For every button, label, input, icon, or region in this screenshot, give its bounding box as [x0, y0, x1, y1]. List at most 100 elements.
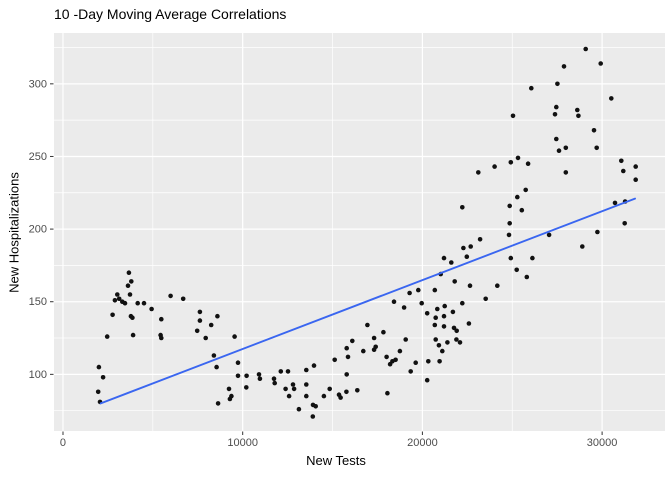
- data-point: [529, 85, 534, 91]
- data-point: [530, 255, 535, 261]
- x-tick-label: 20000: [407, 437, 438, 449]
- y-tick-label: 100: [29, 369, 47, 381]
- data-point: [510, 113, 516, 119]
- data-point: [594, 145, 599, 151]
- data-point: [226, 386, 232, 392]
- y-tick-label: 200: [29, 224, 47, 236]
- data-point: [432, 287, 438, 293]
- data-point: [95, 389, 101, 395]
- data-point: [495, 283, 500, 289]
- data-point: [424, 377, 430, 383]
- data-point: [116, 296, 122, 302]
- data-point: [508, 160, 514, 165]
- chart-title: 10 -Day Moving Average Correlations: [54, 6, 287, 22]
- data-point: [197, 309, 203, 315]
- data-point: [296, 406, 302, 412]
- data-point: [214, 364, 219, 370]
- data-point: [285, 369, 291, 374]
- data-point: [506, 232, 512, 238]
- data-point: [436, 343, 442, 348]
- data-point: [215, 313, 220, 319]
- data-point: [130, 315, 135, 321]
- data-point: [232, 334, 237, 339]
- data-point: [563, 145, 569, 151]
- data-point: [387, 361, 393, 367]
- data-point: [283, 386, 288, 392]
- data-point: [483, 296, 489, 302]
- data-point: [408, 369, 414, 374]
- data-point: [441, 324, 447, 329]
- data-point: [457, 340, 463, 345]
- plot-panel: [54, 33, 665, 431]
- data-point: [344, 372, 350, 377]
- data-point: [554, 104, 559, 110]
- data-point: [327, 386, 333, 392]
- data-point: [310, 414, 316, 419]
- data-point: [321, 393, 327, 399]
- data-point: [435, 306, 440, 312]
- data-point: [401, 305, 407, 310]
- data-point: [393, 357, 398, 363]
- data-point: [125, 283, 131, 289]
- data-point: [583, 46, 588, 52]
- data-point: [507, 221, 512, 226]
- data-point: [507, 203, 512, 209]
- data-point: [194, 328, 200, 334]
- x-tick-label: 30000: [587, 437, 618, 449]
- data-point: [426, 359, 431, 364]
- y-tick-label: 300: [29, 78, 47, 90]
- data-point: [130, 332, 136, 338]
- data-point: [598, 61, 603, 66]
- x-tick-label: 10000: [227, 437, 258, 449]
- data-point: [159, 316, 164, 322]
- data-point: [440, 348, 445, 354]
- data-point: [344, 345, 350, 351]
- data-point: [235, 373, 241, 379]
- data-point: [122, 300, 128, 306]
- data-point: [523, 187, 528, 193]
- data-point: [524, 274, 530, 280]
- data-point: [290, 382, 296, 387]
- data-point: [466, 321, 472, 326]
- axis-ticks: 0 10000 20000 30000 100 150 200 250 300: [29, 78, 618, 449]
- data-point: [127, 292, 133, 297]
- data-point: [508, 255, 514, 261]
- data-point: [110, 312, 115, 318]
- data-point: [556, 148, 562, 153]
- data-point: [159, 335, 164, 341]
- data-point: [168, 293, 173, 299]
- data-point: [467, 283, 473, 289]
- data-point: [371, 335, 377, 341]
- data-point: [492, 164, 497, 169]
- data-point: [450, 309, 456, 315]
- data-point: [561, 64, 567, 69]
- data-point: [461, 245, 466, 251]
- data-point: [416, 287, 421, 293]
- data-point: [633, 164, 638, 169]
- data-point: [432, 322, 438, 328]
- data-point: [96, 364, 102, 370]
- data-point: [464, 254, 470, 259]
- data-point: [104, 334, 110, 339]
- data-point: [595, 229, 600, 235]
- data-point: [278, 369, 284, 374]
- data-point: [519, 207, 525, 213]
- data-point: [460, 205, 465, 210]
- data-point: [403, 337, 409, 342]
- data-point: [365, 322, 370, 328]
- data-point: [304, 393, 309, 399]
- data-point: [338, 395, 343, 400]
- data-point: [350, 338, 355, 344]
- data-point: [460, 300, 465, 306]
- data-point: [591, 128, 597, 133]
- data-point: [514, 267, 519, 273]
- data-point: [477, 237, 483, 242]
- data-point: [452, 279, 458, 284]
- data-point: [515, 194, 520, 200]
- data-point: [256, 372, 262, 377]
- data-point: [361, 348, 366, 354]
- data-point: [445, 340, 450, 345]
- data-point: [313, 404, 319, 409]
